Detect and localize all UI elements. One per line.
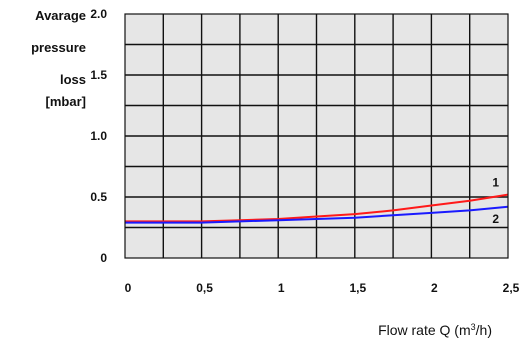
x-tick-label: 1,5 bbox=[349, 281, 366, 295]
plot-frame bbox=[124, 13, 509, 259]
series-labels: 12 bbox=[492, 176, 499, 226]
y-tick-label: 1.5 bbox=[90, 68, 107, 82]
y-tick-label: 0 bbox=[100, 251, 107, 265]
x-tick-label: 2,5 bbox=[503, 281, 520, 295]
y-tick-label: 1.0 bbox=[90, 129, 107, 143]
x-axis-label-suffix: /h) bbox=[476, 322, 492, 338]
series-label: 1 bbox=[492, 176, 499, 190]
grid bbox=[125, 14, 508, 258]
y-axis-label-line: pressure bbox=[31, 40, 86, 55]
x-tick-label: 0,5 bbox=[196, 281, 213, 295]
x-axis-label-prefix: Flow rate Q (m bbox=[378, 322, 471, 338]
x-tick-label: 1 bbox=[278, 281, 285, 295]
y-axis-label-line: loss bbox=[60, 72, 86, 87]
x-tick-label: 0 bbox=[125, 281, 132, 295]
y-axis-label-line: Avarage bbox=[35, 8, 86, 23]
y-tick-labels: 0 0.5 1.0 1.5 2.0 bbox=[90, 7, 107, 265]
series-line-1 bbox=[125, 193, 509, 223]
x-tick-label: 2 bbox=[431, 281, 438, 295]
y-tick-label: 2.0 bbox=[90, 7, 107, 21]
series-layer bbox=[125, 193, 509, 224]
y-tick-label: 0.5 bbox=[90, 190, 107, 204]
y-axis-label: Avarage pressure loss [mbar] bbox=[31, 8, 86, 109]
y-axis-label-line: [mbar] bbox=[46, 94, 86, 109]
series-line-2 bbox=[125, 205, 509, 224]
x-axis-label: Flow rate Q (m3/h) bbox=[378, 322, 492, 338]
x-tick-labels: 0 0,5 1 1,5 2 2,5 bbox=[125, 281, 520, 295]
x-axis-label-sup: 3 bbox=[471, 322, 476, 332]
series-label: 2 bbox=[492, 212, 499, 226]
